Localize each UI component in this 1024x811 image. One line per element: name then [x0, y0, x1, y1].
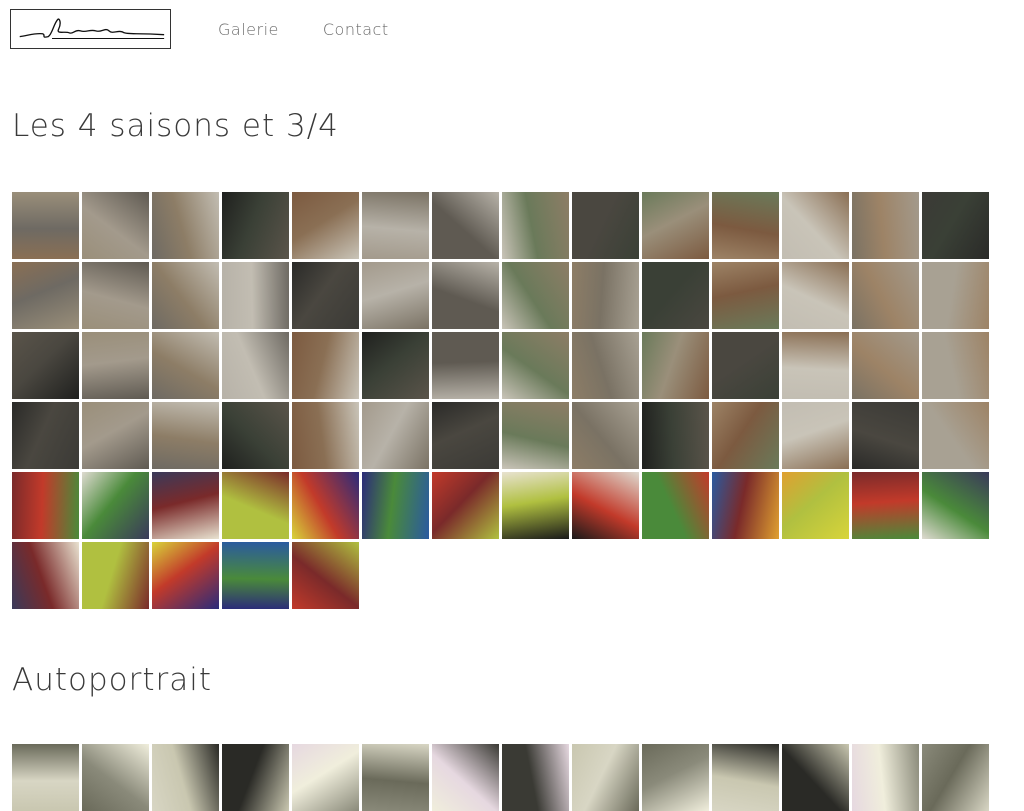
- gallery-thumbnail[interactable]: [362, 402, 429, 469]
- gallery-thumbnail[interactable]: [222, 402, 289, 469]
- gallery-thumbnail[interactable]: [712, 332, 779, 399]
- gallery-thumbnail[interactable]: [152, 332, 219, 399]
- gallery-thumbnail[interactable]: [222, 472, 289, 539]
- gallery-thumbnail[interactable]: [292, 332, 359, 399]
- gallery-thumbnail[interactable]: [782, 192, 849, 259]
- gallery-thumbnail[interactable]: [572, 744, 639, 811]
- gallery-thumbnail[interactable]: [852, 262, 919, 329]
- gallery-thumbnail[interactable]: [432, 192, 499, 259]
- gallery-thumbnail[interactable]: [12, 472, 79, 539]
- gallery-thumbnail[interactable]: [502, 744, 569, 811]
- gallery-thumbnail[interactable]: [502, 402, 569, 469]
- gallery-thumbnail[interactable]: [922, 402, 989, 469]
- gallery-thumbnail[interactable]: [432, 744, 499, 811]
- gallery-thumbnail[interactable]: [362, 192, 429, 259]
- nav-contact[interactable]: Contact: [322, 20, 389, 39]
- gallery-thumbnail[interactable]: [922, 744, 989, 811]
- gallery-thumbnail[interactable]: [222, 192, 289, 259]
- gallery-thumbnail[interactable]: [642, 262, 709, 329]
- signature-icon: [19, 18, 165, 39]
- gallery-thumbnail[interactable]: [222, 332, 289, 399]
- gallery-thumbnail[interactable]: [502, 472, 569, 539]
- gallery-thumbnail[interactable]: [362, 472, 429, 539]
- gallery-thumbnail[interactable]: [922, 472, 989, 539]
- gallery-thumbnail[interactable]: [572, 472, 639, 539]
- section-title-saisons: Les 4 saisons et 3/4: [12, 108, 339, 144]
- gallery-thumbnail[interactable]: [292, 192, 359, 259]
- gallery-thumbnail[interactable]: [712, 262, 779, 329]
- gallery-thumbnail[interactable]: [12, 192, 79, 259]
- gallery-thumbnail[interactable]: [12, 744, 79, 811]
- gallery-thumbnail[interactable]: [82, 542, 149, 609]
- gallery-thumbnail[interactable]: [712, 402, 779, 469]
- gallery-thumbnail[interactable]: [82, 262, 149, 329]
- gallery-thumbnail[interactable]: [362, 332, 429, 399]
- gallery-thumbnail[interactable]: [12, 262, 79, 329]
- gallery-thumbnail[interactable]: [922, 332, 989, 399]
- gallery-thumbnail[interactable]: [572, 192, 639, 259]
- gallery-thumbnail[interactable]: [222, 744, 289, 811]
- gallery-thumbnail[interactable]: [642, 332, 709, 399]
- gallery-thumbnail[interactable]: [502, 192, 569, 259]
- gallery-thumbnail[interactable]: [82, 472, 149, 539]
- gallery-thumbnail[interactable]: [12, 542, 79, 609]
- gallery-thumbnail[interactable]: [12, 332, 79, 399]
- gallery-thumbnail[interactable]: [712, 744, 779, 811]
- gallery-thumbnail[interactable]: [922, 262, 989, 329]
- gallery-thumbnail[interactable]: [292, 472, 359, 539]
- gallery-thumbnail[interactable]: [292, 744, 359, 811]
- gallery-thumbnail[interactable]: [222, 542, 289, 609]
- gallery-thumbnail[interactable]: [292, 542, 359, 609]
- gallery-thumbnail[interactable]: [152, 542, 219, 609]
- gallery-thumbnail[interactable]: [572, 332, 639, 399]
- gallery-thumbnail[interactable]: [852, 192, 919, 259]
- gallery-thumbnail[interactable]: [852, 472, 919, 539]
- site-header: Galerie Contact: [0, 0, 1024, 60]
- nav-galerie[interactable]: Galerie: [218, 20, 279, 39]
- gallery-thumbnail[interactable]: [222, 262, 289, 329]
- gallery-thumbnail[interactable]: [82, 402, 149, 469]
- gallery-thumbnail[interactable]: [432, 262, 499, 329]
- gallery-thumbnail[interactable]: [642, 192, 709, 259]
- gallery-thumbnail[interactable]: [82, 332, 149, 399]
- signature-logo[interactable]: [10, 9, 171, 49]
- gallery-thumbnail[interactable]: [782, 332, 849, 399]
- gallery-thumbnail[interactable]: [432, 402, 499, 469]
- gallery-thumbnail[interactable]: [782, 744, 849, 811]
- gallery-thumbnail[interactable]: [642, 744, 709, 811]
- gallery-thumbnail[interactable]: [712, 192, 779, 259]
- gallery-thumbnail[interactable]: [292, 262, 359, 329]
- gallery-thumbnail[interactable]: [642, 472, 709, 539]
- gallery-thumbnail[interactable]: [712, 472, 779, 539]
- gallery-thumbnail[interactable]: [82, 744, 149, 811]
- gallery-thumbnail[interactable]: [782, 472, 849, 539]
- gallery-thumbnail[interactable]: [152, 262, 219, 329]
- gallery-thumbnail[interactable]: [152, 472, 219, 539]
- gallery-thumbnail[interactable]: [152, 744, 219, 811]
- gallery-thumbnail[interactable]: [782, 402, 849, 469]
- gallery-thumbnail[interactable]: [572, 402, 639, 469]
- gallery-thumbnail[interactable]: [82, 192, 149, 259]
- gallery-thumbnail[interactable]: [852, 332, 919, 399]
- gallery-thumbnail[interactable]: [852, 744, 919, 811]
- gallery-thumbnail[interactable]: [432, 332, 499, 399]
- main-nav: Galerie Contact: [218, 20, 389, 39]
- gallery-thumbnail[interactable]: [152, 402, 219, 469]
- gallery-thumbnail[interactable]: [362, 744, 429, 811]
- gallery-thumbnail[interactable]: [152, 192, 219, 259]
- gallery-thumbnail[interactable]: [362, 262, 429, 329]
- gallery-thumbnail[interactable]: [922, 192, 989, 259]
- gallery-thumbnail[interactable]: [782, 262, 849, 329]
- gallery-thumbnail[interactable]: [502, 332, 569, 399]
- gallery-thumbnail[interactable]: [852, 402, 919, 469]
- gallery-thumbnail[interactable]: [292, 402, 359, 469]
- gallery-thumbnail[interactable]: [572, 262, 639, 329]
- gallery-thumbnail[interactable]: [502, 262, 569, 329]
- gallery-thumbnail[interactable]: [12, 402, 79, 469]
- gallery-thumbnail[interactable]: [642, 402, 709, 469]
- gallery-thumbnail[interactable]: [432, 472, 499, 539]
- section-title-autoportrait: Autoportrait: [12, 662, 213, 698]
